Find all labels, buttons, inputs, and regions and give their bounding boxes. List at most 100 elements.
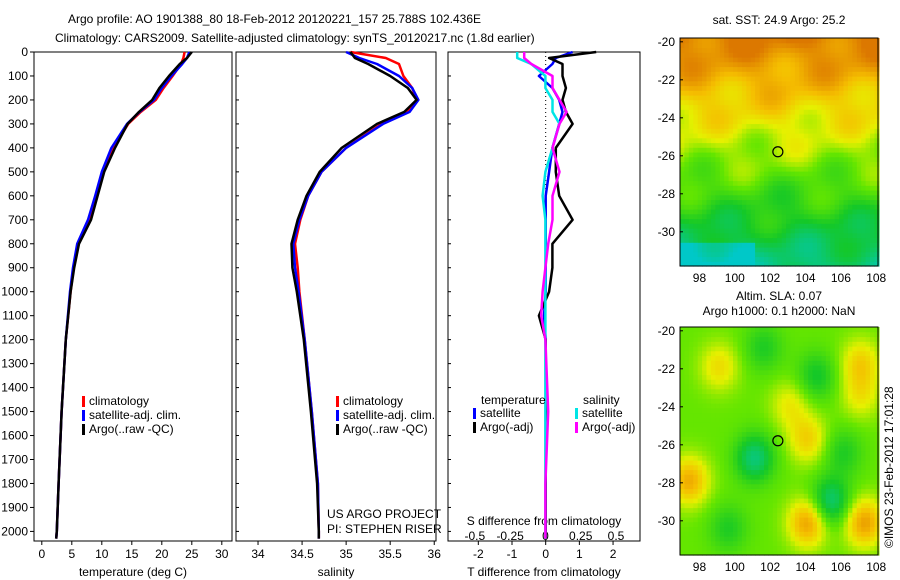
map-cell <box>702 512 708 518</box>
map-cell <box>688 388 694 395</box>
map-cell <box>794 488 800 494</box>
map-cell <box>680 175 685 182</box>
map-cell <box>719 237 725 243</box>
map-cell <box>825 493 831 499</box>
map-cell <box>764 185 769 191</box>
map-cell <box>861 38 867 44</box>
map-cell <box>856 247 862 253</box>
map-cell <box>750 133 756 139</box>
map-cell <box>790 526 796 532</box>
map-cell <box>764 152 769 158</box>
map-cell <box>852 194 858 201</box>
map-cell <box>808 441 814 447</box>
map-cell <box>821 85 827 91</box>
map-cell <box>794 540 800 547</box>
map-cell <box>746 488 752 494</box>
map-cell <box>852 360 858 366</box>
map-cell <box>790 341 796 347</box>
map-cell <box>772 431 778 437</box>
map-cell <box>733 426 738 433</box>
map-cell <box>759 242 765 248</box>
map-cell <box>764 114 769 120</box>
map-cell <box>817 152 822 158</box>
map-cell <box>759 223 765 229</box>
map-cell <box>715 204 721 210</box>
map-cell <box>737 464 743 471</box>
map-cell <box>688 369 694 376</box>
map-cell <box>786 237 792 243</box>
map-cell <box>768 57 774 63</box>
map-cell <box>847 128 853 134</box>
map-cell <box>843 407 849 414</box>
map-cell <box>772 190 778 196</box>
map-cell <box>706 180 712 186</box>
map-cell <box>803 256 809 262</box>
map-cell <box>790 104 796 110</box>
map-cell <box>719 194 725 201</box>
map-cell <box>684 417 690 423</box>
map-cell <box>764 80 769 87</box>
map-cell <box>870 80 875 87</box>
map-cell <box>772 474 778 480</box>
map-cell <box>874 95 880 101</box>
map-cell <box>737 66 743 72</box>
map-cell <box>817 142 822 148</box>
map-cell <box>825 251 831 258</box>
map-cell <box>834 171 840 177</box>
map-cell <box>697 133 703 139</box>
map-cell <box>688 336 694 342</box>
map-cell <box>777 76 783 82</box>
map-cell <box>861 209 867 215</box>
depth-tick-label: 700 <box>8 213 28 227</box>
map-cell <box>861 441 867 447</box>
map-cell <box>861 526 867 532</box>
map-cell <box>865 42 871 49</box>
map-cell <box>839 498 845 504</box>
map-cell <box>719 52 725 58</box>
map-cell <box>733 398 738 404</box>
map-cell <box>808 350 814 357</box>
map-cell <box>755 85 761 91</box>
map-cell <box>768 156 774 163</box>
map-cell <box>861 114 867 120</box>
map-cell <box>803 156 809 163</box>
map-cell <box>865 52 871 58</box>
map-cell <box>684 393 690 399</box>
map-cell <box>755 47 761 53</box>
map-cell <box>768 213 774 220</box>
map-cell <box>843 147 849 153</box>
map-cell <box>741 194 747 201</box>
map-cell <box>755 474 761 480</box>
map-cell <box>777 540 783 547</box>
map-cell <box>688 412 694 418</box>
map-cell <box>821 526 827 532</box>
map-cell <box>803 512 809 518</box>
map-cell <box>830 152 836 158</box>
map-cell <box>772 47 778 53</box>
map-cell <box>741 190 747 196</box>
map-cell <box>750 95 756 101</box>
map-cell <box>830 517 836 523</box>
map-cell <box>728 161 734 167</box>
map-cell <box>799 393 805 399</box>
map-cell <box>702 464 708 471</box>
map-cell <box>781 66 787 72</box>
map-cell <box>688 436 694 442</box>
legend-header-temperature: temperature <box>481 393 546 407</box>
map-cell <box>710 379 716 385</box>
map-cell <box>856 436 862 442</box>
map-cell <box>746 331 752 338</box>
map-cell <box>710 38 716 44</box>
map-cell <box>680 469 685 475</box>
map-cell <box>874 517 880 523</box>
map-cell <box>706 76 712 82</box>
map-cell <box>737 331 743 338</box>
map-cell <box>741 436 747 442</box>
map-cell <box>817 66 822 72</box>
map-cell <box>865 142 871 148</box>
map-cell <box>803 42 809 49</box>
depth-tick-label: 400 <box>8 141 28 155</box>
map-cell <box>874 369 880 376</box>
map-cell <box>697 464 703 471</box>
legend-swatch <box>575 408 578 419</box>
